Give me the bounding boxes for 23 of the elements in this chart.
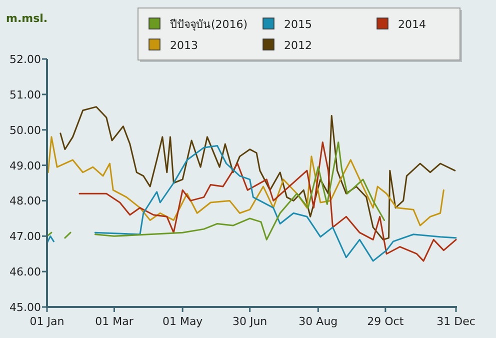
x-tick-label: 29 Oct bbox=[367, 315, 404, 328]
y-tick-label: 47.00 bbox=[10, 230, 41, 244]
legend-label: 2013 bbox=[170, 39, 198, 52]
y-tick-label: 48.00 bbox=[10, 194, 41, 208]
y-tick-label: 50.00 bbox=[10, 124, 41, 137]
y-tick-label: 51.00 bbox=[10, 88, 41, 102]
line-series bbox=[47, 136, 444, 226]
y-tick-label: 46.00 bbox=[10, 266, 41, 279]
legend-label: 2015 bbox=[284, 18, 312, 31]
x-tick-label: 30 Jun bbox=[232, 315, 268, 328]
x-tick-label: 01 Jan bbox=[30, 315, 64, 328]
x-tick-label: 30 Aug bbox=[298, 315, 338, 328]
y-tick-label: 52.00 bbox=[10, 53, 41, 66]
x-tick-label: 31 Dec bbox=[436, 315, 476, 328]
x-tick-label: 01 Mar bbox=[95, 315, 134, 328]
y-tick-label: 49.00 bbox=[10, 159, 41, 172]
legend-label: ปีปัจจุบัน(2016) bbox=[169, 18, 248, 31]
legend-label: 2014 bbox=[398, 18, 426, 31]
y-axis-title: m.msl. bbox=[6, 12, 48, 25]
y-tick-label: 45.00 bbox=[10, 301, 41, 314]
x-tick-label: 01 May bbox=[162, 315, 204, 328]
legend-label: 2012 bbox=[284, 39, 312, 52]
line-series bbox=[60, 106, 456, 240]
